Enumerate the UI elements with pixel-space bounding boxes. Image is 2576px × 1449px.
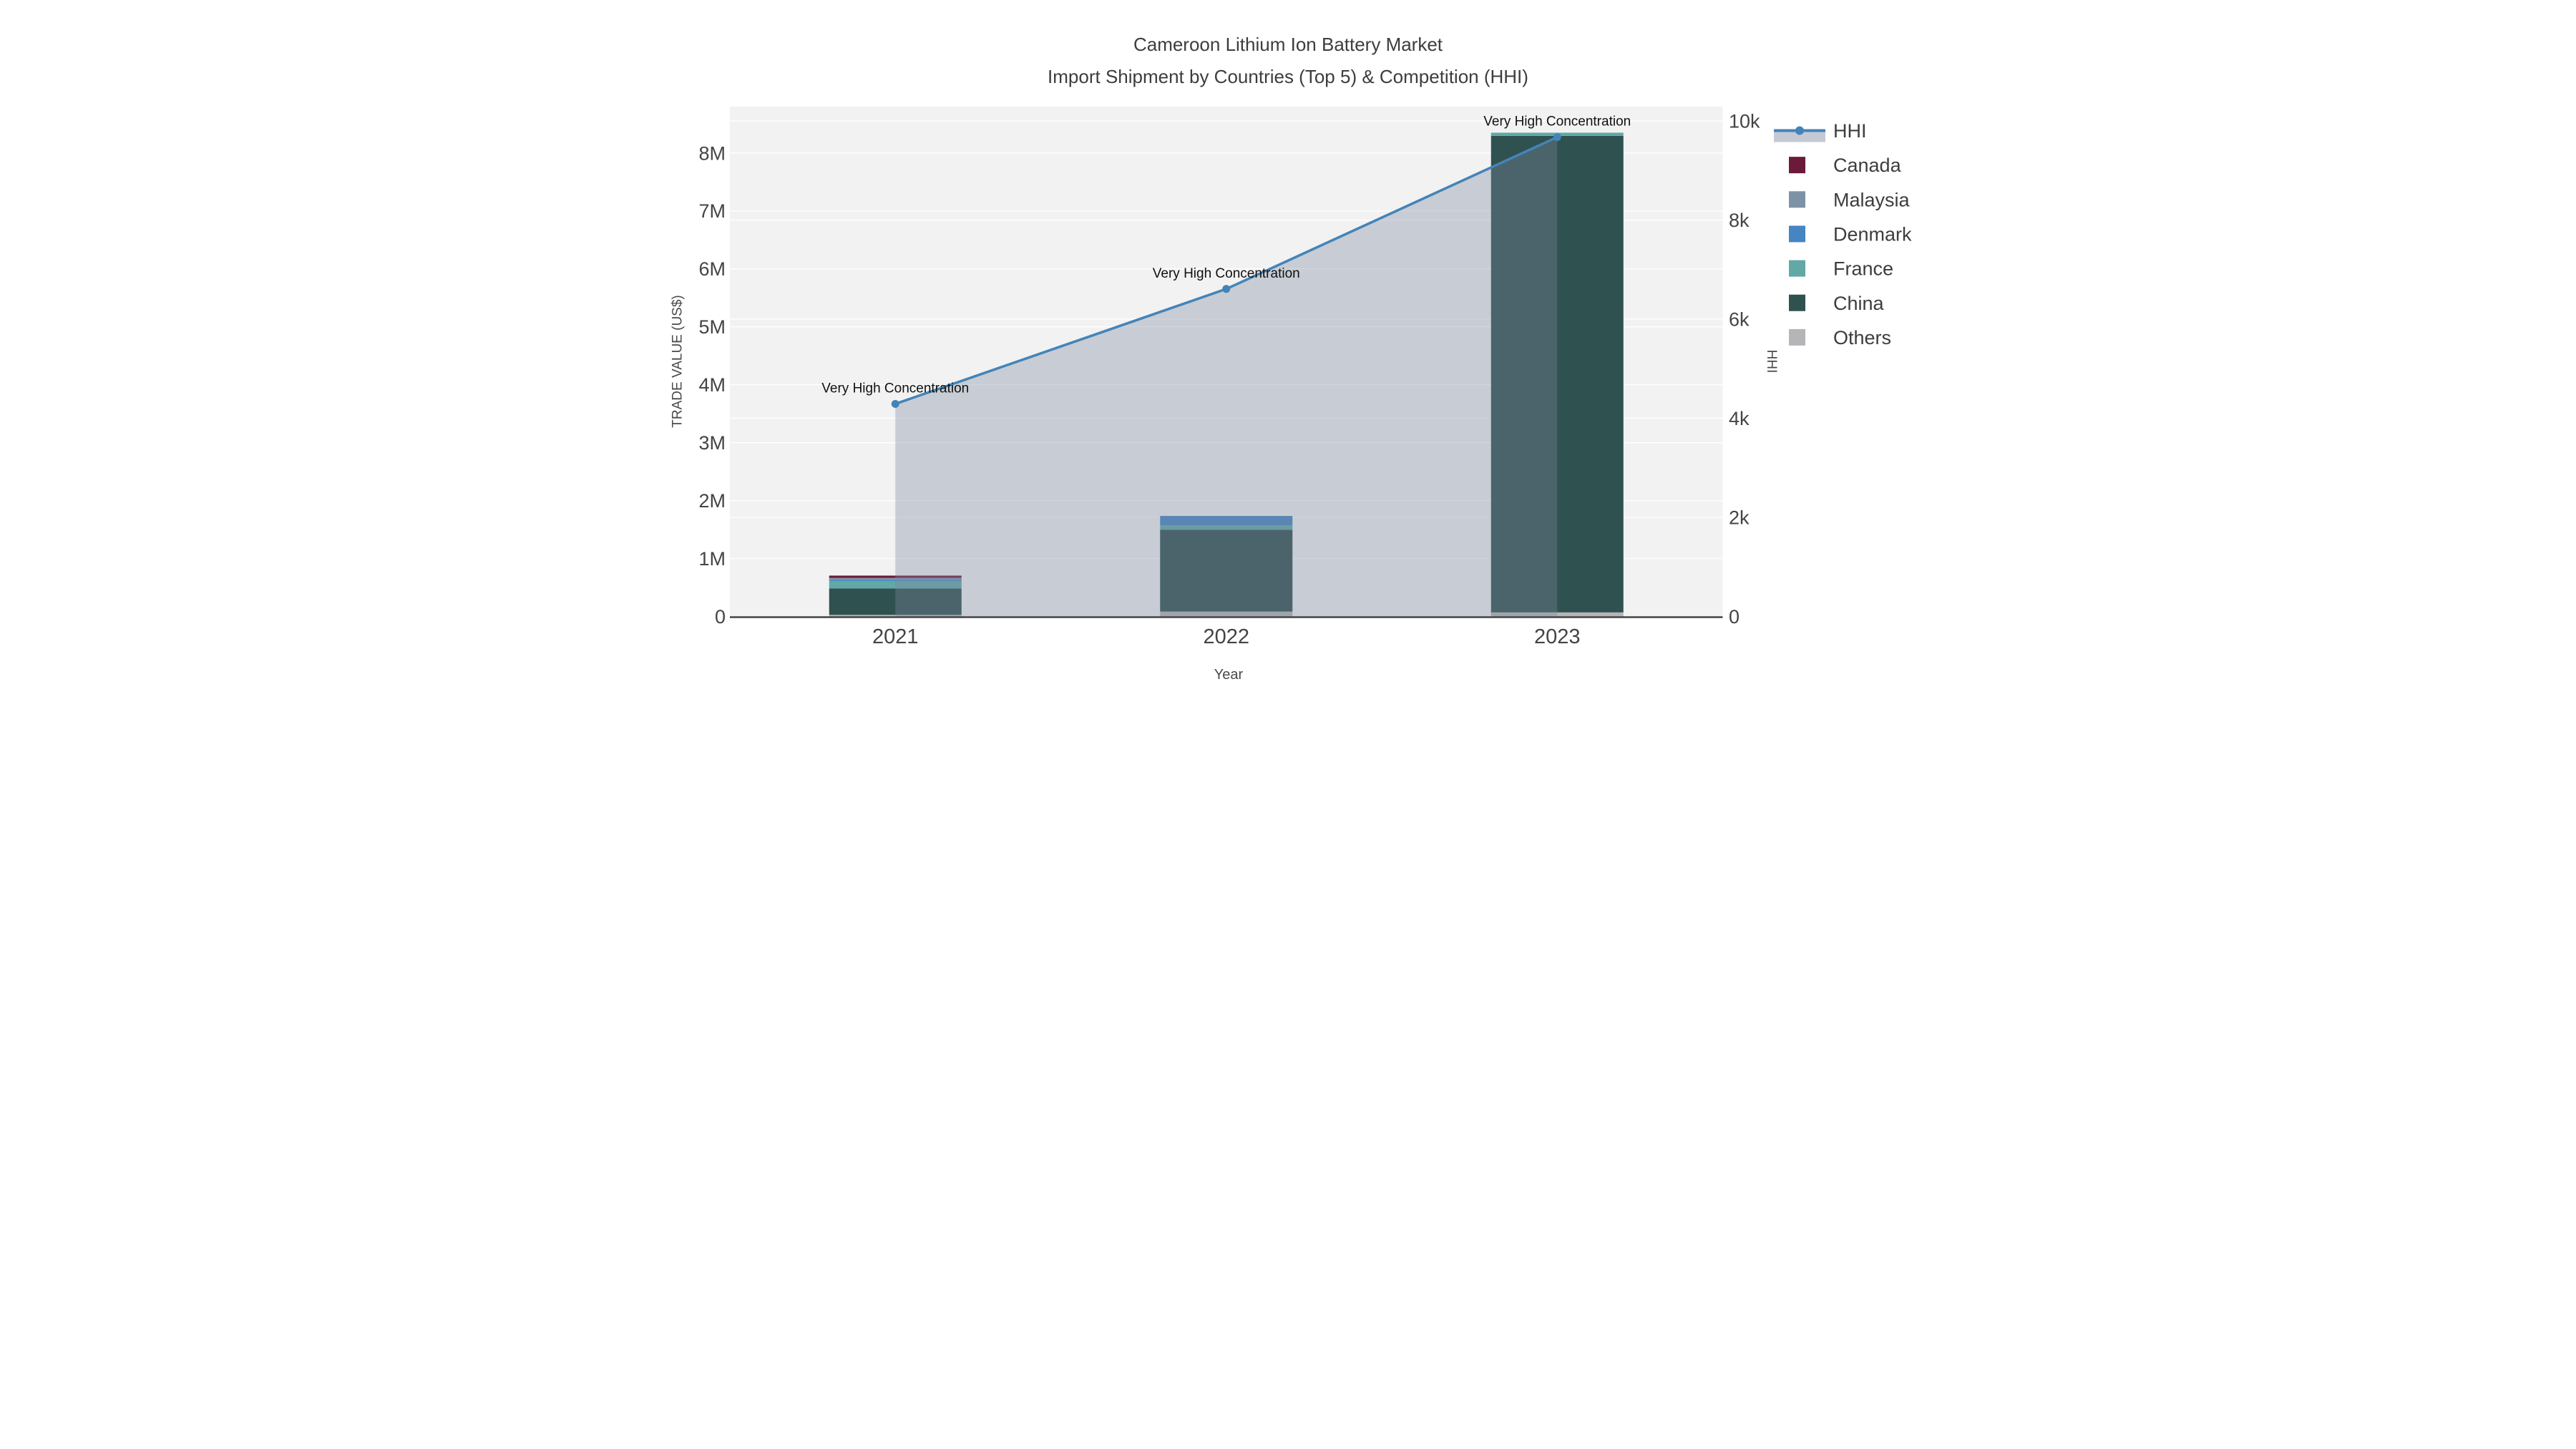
chart-canvas[interactable]: Cameroon Lithium Ion Battery Market Impo… [644,0,1932,725]
y-right-tick: 2k [1729,507,1750,529]
legend-item-others[interactable]: Others [1789,327,1891,348]
legend-item-malaysia[interactable]: Malaysia [1789,189,1911,210]
y-left-tick: 1M [698,548,726,570]
bar-others-2021[interactable] [829,615,962,617]
chart-title: Cameroon Lithium Ion Battery Market [1133,34,1443,55]
annotations: Very High Concentration Very High Concent… [821,114,1631,396]
legend-swatch-malaysia [1789,191,1805,208]
y-right-tick: 4k [1729,408,1750,429]
hhi-area-fill [895,137,1558,617]
legend-label: Denmark [1833,223,1912,245]
bar-others-2022[interactable] [1160,611,1293,617]
bar-france-2021[interactable] [829,580,962,589]
y-left-tick: 6M [698,258,726,280]
y-right-axis-title: HHI [1764,350,1779,374]
bar-china-2023[interactable] [1491,135,1624,613]
x-tick-2023: 2023 [1534,625,1581,648]
x-tick-2021: 2021 [872,625,919,648]
bar-others-2023[interactable] [1491,612,1624,617]
legend-label: China [1833,293,1885,314]
stacked-bars [829,132,1624,617]
legend-item-hhi[interactable]: HHI [1774,120,1867,142]
x-tick-2022: 2022 [1203,625,1249,648]
legend-item-denmark[interactable]: Denmark [1789,223,1912,245]
legend-label: HHI [1833,120,1867,142]
legend-label: Others [1833,327,1891,348]
legend-item-china[interactable]: China [1789,293,1885,314]
annotation-2021: Very High Concentration [821,381,969,396]
legend-label: Canada [1833,155,1902,176]
y-left-tick: 2M [698,490,726,512]
chart-subtitle: Import Shipment by Countries (Top 5) & C… [1048,66,1528,87]
y-left-tick: 3M [698,432,726,454]
annotation-2022: Very High Concentration [1153,266,1300,281]
y-left-tick: 5M [698,316,726,338]
legend-label: Malaysia [1833,189,1911,210]
hhi-point-2023[interactable] [1553,133,1561,142]
legend-label: France [1833,258,1893,280]
bar-canada-2021[interactable] [829,575,962,578]
y-left-tick: 8M [698,142,726,164]
legend-swatch-canada [1789,157,1805,174]
annotation-2023: Very High Concentration [1483,114,1631,130]
bar-china-2022[interactable] [1160,530,1293,612]
y-right-tick: 0 [1729,606,1740,628]
legend-swatch-france [1789,260,1805,277]
y-left-axis-title: TRADE VALUE (US$) [670,295,686,427]
bar-china-2021[interactable] [829,588,962,615]
hhi-line [891,133,1561,408]
hhi-area-polygon [895,137,1558,617]
legend-item-canada[interactable]: Canada [1789,155,1902,176]
hhi-point-2021[interactable] [891,399,899,408]
x-axis-title: Year [1214,667,1244,683]
bar-france-2022[interactable] [1160,525,1293,530]
legend-item-france[interactable]: France [1789,258,1893,280]
axes: 0 1M 2M 3M 4M 5M 6M 7M 8M 0 2k 4k 6k 8k 10k 2021 2022 202… [698,111,1760,648]
y-left-tick: 0 [715,606,726,628]
y-right-tick: 10k [1729,111,1760,132]
legend: HHI Canada Malaysia Denmark France China Other… [1774,120,1912,348]
y-left-tick: 7M [698,200,726,222]
bar-denmark-2022[interactable] [1160,516,1293,525]
bar-malaysia-2021[interactable] [829,577,962,580]
bar-denmark-2021[interactable] [829,580,962,581]
y-right-tick: 8k [1729,210,1750,231]
chart-figure: Cameroon Lithium Ion Battery Market Impo… [644,0,1932,725]
legend-hhi-fill-sample [1774,129,1825,142]
legend-swatch-denmark [1789,225,1805,243]
hhi-point-2022[interactable] [1222,285,1231,293]
legend-swatch-china [1789,294,1805,311]
legend-swatch-others [1789,328,1805,346]
y-right-tick: 6k [1729,309,1750,331]
y-left-tick: 4M [698,374,726,396]
legend-hhi-marker-sample [1795,126,1804,135]
